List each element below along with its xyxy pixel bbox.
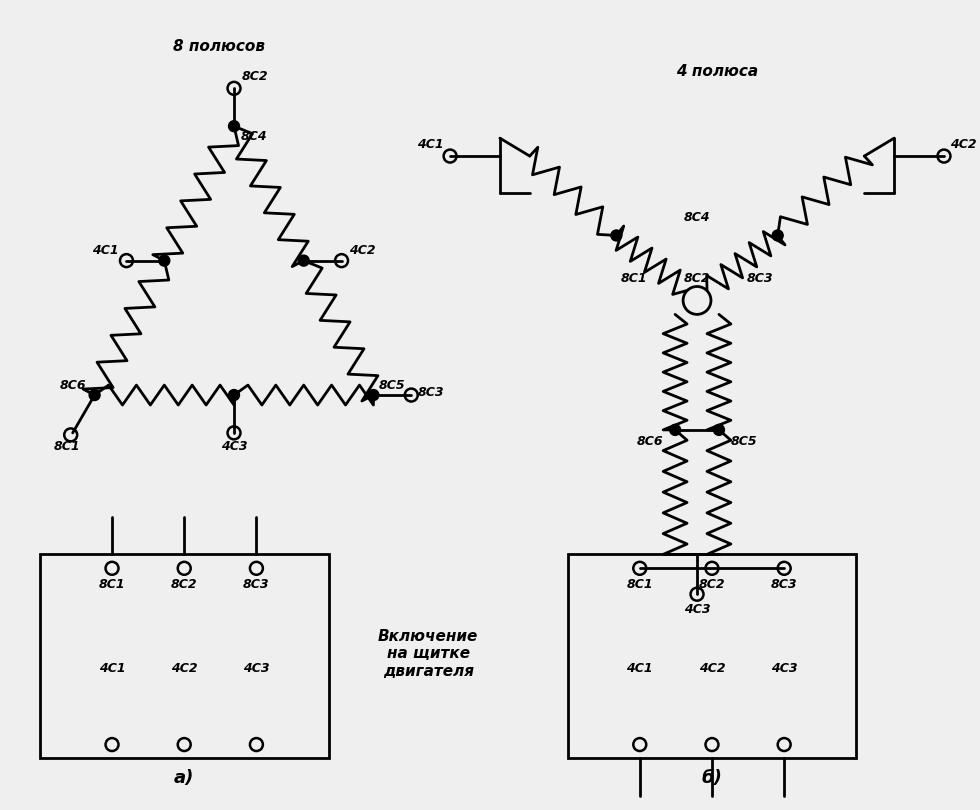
Text: 8С1: 8С1 — [626, 578, 653, 590]
Text: 8С5: 8С5 — [731, 435, 758, 449]
Text: 8С3: 8С3 — [771, 578, 798, 590]
Text: 4С1: 4С1 — [99, 663, 125, 676]
Text: 4 полюса: 4 полюса — [676, 64, 758, 79]
Text: 4С3: 4С3 — [684, 603, 710, 616]
Text: 4С3: 4С3 — [220, 441, 247, 454]
Circle shape — [89, 390, 100, 400]
Circle shape — [772, 230, 783, 241]
Text: 4С1: 4С1 — [92, 244, 119, 257]
Text: 8С1: 8С1 — [99, 578, 125, 590]
Circle shape — [669, 424, 680, 435]
Circle shape — [611, 230, 622, 241]
Text: 8С1: 8С1 — [53, 441, 80, 454]
Text: 8С2: 8С2 — [171, 578, 198, 590]
Text: 8С1: 8С1 — [620, 272, 647, 285]
Text: 4С2: 4С2 — [950, 138, 977, 151]
Text: 8С6: 8С6 — [60, 378, 86, 391]
Text: б): б) — [702, 770, 722, 787]
Bar — [40, 554, 328, 758]
Bar — [567, 554, 857, 758]
Text: 8С3: 8С3 — [417, 386, 444, 399]
Text: 8С4: 8С4 — [241, 130, 268, 143]
Text: 8С6: 8С6 — [637, 435, 663, 449]
Text: 4С1: 4С1 — [626, 663, 653, 676]
Text: 8С5: 8С5 — [378, 378, 405, 391]
Text: 4С2: 4С2 — [699, 663, 725, 676]
Text: 4С3: 4С3 — [243, 663, 270, 676]
Text: 8С2: 8С2 — [684, 272, 710, 285]
Text: Включение
на щитке
двигателя: Включение на щитке двигателя — [378, 629, 478, 679]
Circle shape — [228, 390, 239, 400]
Circle shape — [713, 424, 724, 435]
Text: а): а) — [174, 770, 194, 787]
Text: 8 полюсов: 8 полюсов — [173, 39, 265, 54]
Circle shape — [368, 390, 379, 400]
Text: 8С2: 8С2 — [699, 578, 725, 590]
Text: 8С3: 8С3 — [747, 272, 773, 285]
Text: 8С2: 8С2 — [242, 70, 269, 83]
Text: 4С2: 4С2 — [171, 663, 198, 676]
Circle shape — [159, 255, 170, 266]
Circle shape — [228, 121, 239, 132]
Text: 4С1: 4С1 — [417, 138, 444, 151]
Text: 8С4: 8С4 — [684, 211, 710, 224]
Circle shape — [298, 255, 309, 266]
Text: 4С3: 4С3 — [771, 663, 798, 676]
Text: 8С3: 8С3 — [243, 578, 270, 590]
Text: 4С2: 4С2 — [350, 244, 376, 257]
